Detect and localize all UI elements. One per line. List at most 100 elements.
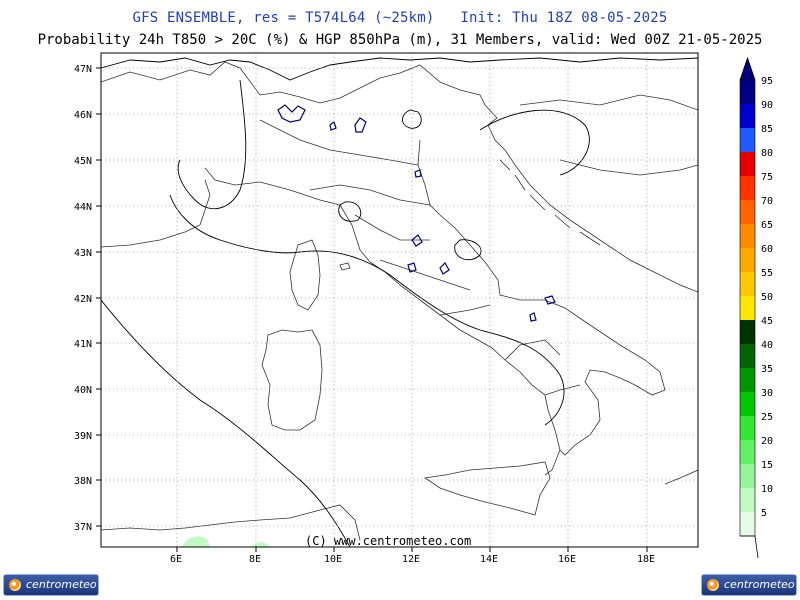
legend-label-75: 75 <box>761 172 773 183</box>
lon-label-6e: 6E <box>170 554 182 565</box>
balkan-border <box>519 94 698 176</box>
chart-title-line-1: GFS ENSEMBLE, res = T574L64 (~25km) Init… <box>132 10 668 26</box>
prob-area-alps-east <box>354 117 367 133</box>
legend-label-60: 60 <box>761 244 773 255</box>
lat-label-37n: 37N <box>74 522 92 533</box>
coastlines <box>101 61 698 541</box>
legend-label-5: 5 <box>761 508 767 519</box>
legend-arrow-bottom <box>740 535 759 559</box>
legend-label-30: 30 <box>761 388 773 399</box>
legend-swatch-50 <box>740 296 755 320</box>
legend-swatch-25 <box>740 416 755 440</box>
prob-area-romagna <box>414 169 422 178</box>
legend-label-15: 15 <box>761 460 773 471</box>
probability-outlines <box>277 104 556 322</box>
centrometeo-logo-right[interactable]: centrometeo <box>701 574 797 596</box>
legend-swatch-40 <box>740 344 755 368</box>
legend-colorbar: 95 90 85 80 75 70 65 60 55 50 45 40 35 30 25 20 15 10 5 <box>739 56 773 559</box>
lat-label-40n: 40N <box>74 385 92 396</box>
lat-label-46n: 46N <box>74 110 92 121</box>
croatia-islands <box>499 159 601 246</box>
legend-label-65: 65 <box>761 220 773 231</box>
lat-label-45n: 45N <box>74 156 92 167</box>
legend-swatch-10 <box>740 488 755 512</box>
lon-label-18e: 18E <box>637 554 655 565</box>
legend-arrow-top <box>739 56 756 81</box>
legend-swatch-90 <box>740 104 755 128</box>
centrometeo-logo-left[interactable]: centrometeo <box>3 574 99 596</box>
longitude-labels: 6E 8E 10E 12E 14E 16E 18E <box>170 554 655 565</box>
italy-regions <box>259 119 581 396</box>
lat-label-47n: 47N <box>74 64 92 75</box>
legend-swatch-60 <box>740 248 755 272</box>
legend-frame <box>739 79 756 537</box>
france-coast <box>101 179 211 248</box>
greece-coast <box>664 469 698 485</box>
lon-label-8e: 8E <box>249 554 261 565</box>
latitude-labels: 47N 46N 45N 44N 43N 42N 41N 40N 39N 38N … <box>74 64 92 533</box>
lon-label-14e: 14E <box>480 554 498 565</box>
lat-ticks <box>96 67 648 552</box>
legend-swatch-75 <box>740 176 755 200</box>
legend-swatch-45 <box>740 320 755 344</box>
prob-area-puglia <box>544 295 556 305</box>
centrometeo-logo-text: centrometeo <box>26 578 97 591</box>
lat-label-38n: 38N <box>74 476 92 487</box>
lat-label-44n: 44N <box>74 202 92 213</box>
centrometeo-logo-icon <box>9 579 21 591</box>
map-area <box>101 53 698 547</box>
legend-label-90: 90 <box>761 100 773 111</box>
lat-label-42n: 42N <box>74 294 92 305</box>
centrometeo-logo-text: centrometeo <box>724 578 795 591</box>
legend-label-50: 50 <box>761 292 773 303</box>
legend-swatch-85 <box>740 128 755 152</box>
contour-middle <box>169 194 565 426</box>
legend-swatch-30 <box>740 392 755 416</box>
legend-label-35: 35 <box>761 364 773 375</box>
legend-label-40: 40 <box>761 340 773 351</box>
contour-small-loop-3 <box>454 239 482 261</box>
africa-coast <box>101 504 361 541</box>
prob-area-lombardy <box>329 121 337 131</box>
prob-area-abruzzo <box>439 262 450 275</box>
legend-swatch-15 <box>740 464 755 488</box>
copyright-text: (C) www.centrometeo.com <box>305 534 471 548</box>
legend-label-70: 70 <box>761 196 773 207</box>
legend-label-95: 95 <box>761 76 773 87</box>
legend-swatch-95 <box>740 80 755 104</box>
prob-area-alps-west <box>277 104 306 123</box>
lon-label-16e: 16E <box>558 554 576 565</box>
legend-label-20: 20 <box>761 436 773 447</box>
contour-north <box>101 57 698 81</box>
legend-swatch-55 <box>740 272 755 296</box>
contour-small-loop-1 <box>402 109 422 129</box>
legend-label-25: 25 <box>761 412 773 423</box>
contour-west-loop <box>101 299 351 547</box>
alpine-border <box>101 61 498 126</box>
legend-label-10: 10 <box>761 484 773 495</box>
legend-swatch-65 <box>740 224 755 248</box>
contour-small-loop-2 <box>338 201 362 222</box>
lat-label-41n: 41N <box>74 339 92 350</box>
lat-label-43n: 43N <box>74 248 92 259</box>
contour-east-arc <box>479 109 590 176</box>
prob-area-lazio <box>407 262 417 273</box>
corsica-coast <box>289 239 321 311</box>
croatia-coast <box>487 124 698 293</box>
hgp-contours <box>101 57 698 547</box>
lon-label-10e: 10E <box>324 554 342 565</box>
sardinia-coast <box>261 329 323 431</box>
elba-island <box>339 262 351 271</box>
legend-swatch-35 <box>740 368 755 392</box>
legend-swatch-5 <box>740 512 755 536</box>
prob-area-campania <box>529 312 537 322</box>
centrometeo-logo-icon <box>707 579 719 591</box>
sicily-coast <box>423 461 551 516</box>
italy-west-coast <box>204 167 561 476</box>
legend-swatch-80 <box>740 152 755 176</box>
prob-area-umbria <box>411 234 423 247</box>
legend-label-55: 55 <box>761 268 773 279</box>
legend-label-45: 45 <box>761 316 773 327</box>
legend-swatch-20 <box>740 440 755 464</box>
italy-east-coast <box>417 139 666 456</box>
